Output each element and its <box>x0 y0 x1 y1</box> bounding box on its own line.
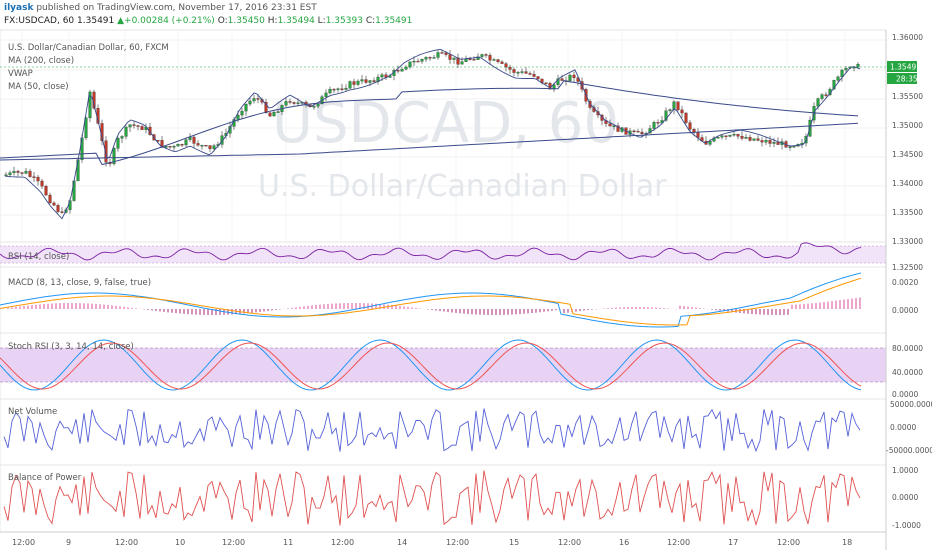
bop-pane[interactable]: Balance of Power 1.0000 0.0000 -1.0000 <box>0 464 921 533</box>
publish-line: ilyask published on TradingView.com, Nov… <box>4 3 317 13</box>
net-volume-line <box>3 408 861 453</box>
close-value: 1.35491 <box>375 16 413 26</box>
time-tick: 16 <box>619 538 629 547</box>
time-tick: 12:00 <box>12 538 35 547</box>
close-label: C: <box>365 16 376 26</box>
time-tick: 12:00 <box>667 538 690 547</box>
stoch-tick: 0.0000 <box>892 390 918 399</box>
bop-label: Balance of Power <box>8 473 82 483</box>
author-link[interactable]: ilyask <box>4 3 34 13</box>
stoch-tick: 80.0000 <box>892 344 923 353</box>
time-tick: 11 <box>283 538 293 547</box>
time-axis[interactable]: 12:00 9 12:00 10 12:00 11 12:00 14 12:00 15 12:00 1… <box>0 531 886 547</box>
main-pane[interactable]: USDCAD, 60 U.S. Dollar/Canadian Dollar U… <box>0 29 923 532</box>
stoch-k-line <box>0 339 862 391</box>
low-label: L: <box>317 16 326 26</box>
low-value: 1.35393 <box>325 16 363 26</box>
time-tick: 9 <box>66 538 71 547</box>
macd-signal-line <box>0 277 862 326</box>
symbol-line: FX:USDCAD, 60 1.35491 ▲+0.00284 (+0.21%)… <box>4 16 412 26</box>
stoch-d-line <box>0 342 862 390</box>
macd-tick: 0.0000 <box>892 306 918 315</box>
price-tick: 1.35000 <box>892 121 923 130</box>
time-tick: 14 <box>397 538 407 547</box>
price-axis[interactable]: 1.36000 1.35500 1.35000 1.34500 1.34000 … <box>887 33 923 272</box>
netvol-label: Net Volume <box>8 407 57 417</box>
price-tick: 1.34500 <box>892 150 923 159</box>
open-value: 1.35450 <box>227 16 265 26</box>
netvol-tick: 0.0000 <box>890 423 916 432</box>
ma50-line <box>0 80 859 166</box>
vwap-line <box>4 48 861 220</box>
price-tick: 1.32500 <box>892 263 923 272</box>
macd-tick: 0.0020 <box>892 278 918 287</box>
net-volume-pane[interactable]: Net Volume 50000.0000 0.0000 -50000.0000 <box>0 398 932 466</box>
stoch-tick: 40.0000 <box>892 368 923 377</box>
time-tick: 17 <box>728 538 738 547</box>
up-arrow-icon: ▲ <box>117 16 125 26</box>
time-tick: 12:00 <box>331 538 354 547</box>
publish-info: published on TradingView.com, November 1… <box>36 3 317 13</box>
macd-line <box>0 272 862 328</box>
price-tick: 1.34000 <box>892 179 923 188</box>
time-tick: 12:00 <box>115 538 138 547</box>
price-tick: 1.33000 <box>892 237 923 246</box>
bop-tick: 1.0000 <box>892 466 918 475</box>
macd-label: MACD (8, 13, close, 9, false, true) <box>8 278 151 288</box>
main-legend-ma50: MA (50, close) <box>8 82 69 92</box>
rsi-label: RSI (14, close) <box>8 252 69 262</box>
macd-pane[interactable]: MACD (8, 13, close, 9, false, true) 0.00… <box>0 266 918 334</box>
price-tick: 1.33500 <box>892 208 923 217</box>
time-tick: 12:00 <box>446 538 469 547</box>
price-tag-text: 1.35491 <box>890 63 921 72</box>
time-tick: 18 <box>842 538 852 547</box>
time-tick: 10 <box>175 538 185 547</box>
bop-tick: 0.0000 <box>892 493 918 502</box>
bop-line <box>3 470 861 527</box>
price-tick: 1.35500 <box>892 92 923 101</box>
price-change: +0.00284 (+0.21%) <box>124 16 215 26</box>
time-tick: 12:00 <box>777 538 800 547</box>
price-tag <box>887 61 917 72</box>
countdown-tag-text: 28:35 <box>896 75 918 84</box>
price-tick: 1.36000 <box>892 33 923 42</box>
main-legend-symbol: U.S. Dollar/Canadian Dollar, 60, FXCM <box>8 43 169 53</box>
symbol-name: FX:USDCAD, 60 <box>4 16 75 26</box>
ma200-line <box>0 122 859 161</box>
stoch-rsi-pane[interactable]: Stoch RSI (3, 3, 14, 14, close) 80.0000 … <box>0 332 923 400</box>
netvol-tick: 50000.0000 <box>890 400 932 409</box>
bop-tick: -1.0000 <box>892 521 921 530</box>
countdown-tag <box>887 73 917 84</box>
stoch-label: Stoch RSI (3, 3, 14, 14, close) <box>8 342 134 352</box>
time-tick: 12:00 <box>558 538 581 547</box>
time-tick: 15 <box>509 538 519 547</box>
rsi-line <box>0 242 862 261</box>
open-label: O: <box>217 16 228 26</box>
last-price: 1.35491 <box>77 16 115 26</box>
main-legend-vwap: VWAP <box>8 69 33 79</box>
netvol-tick: -50000.0000 <box>886 446 932 455</box>
rsi-pane[interactable]: RSI (14, close) <box>0 241 887 268</box>
time-tick: 12:00 <box>222 538 245 547</box>
chart-header: ilyask published on TradingView.com, Nov… <box>0 0 932 30</box>
watermark-name: U.S. Dollar/Canadian Dollar <box>258 169 667 204</box>
high-value: 1.35494 <box>277 16 315 26</box>
high-label: H: <box>267 16 278 26</box>
main-legend-ma200: MA (200, close) <box>8 56 74 66</box>
